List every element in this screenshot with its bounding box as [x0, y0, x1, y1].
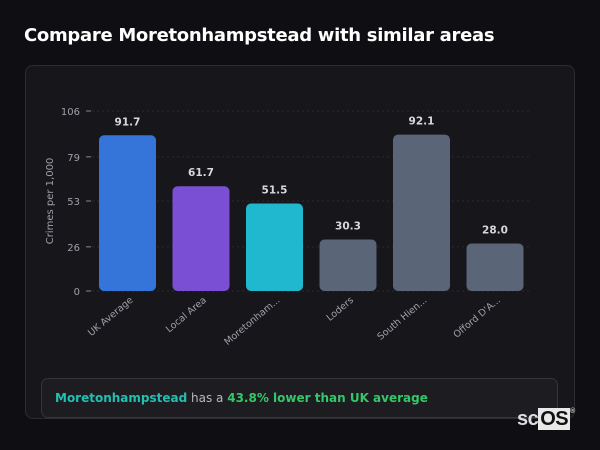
scos-logo: sc OS ® [517, 408, 575, 430]
x-tick-label: Loders [325, 295, 356, 324]
x-tick-label: Local Area [164, 295, 209, 335]
value-label: 92.1 [409, 116, 435, 128]
bar [466, 243, 524, 291]
value-label: 61.7 [188, 167, 214, 179]
summary-box: Moretonhampstead has a 43.8% lower than … [41, 378, 558, 418]
value-label: 91.7 [115, 116, 141, 128]
x-tick-label: Moretonham... [222, 295, 282, 348]
summary-stat: 43.8% lower than UK average [227, 391, 428, 405]
y-tick-label: 26 [67, 243, 80, 254]
x-tick-label: South Hien... [375, 295, 429, 343]
bar [99, 135, 156, 291]
bar [246, 203, 303, 291]
summary-connector: has a [187, 391, 228, 405]
y-tick-label: 79 [67, 153, 80, 164]
page-title: Compare Moretonhampstead with similar ar… [24, 25, 495, 46]
bar [172, 186, 230, 291]
bar [319, 239, 377, 291]
value-label: 28.0 [482, 224, 508, 236]
value-label: 51.5 [262, 185, 288, 197]
bar [393, 134, 450, 291]
y-tick-label: 106 [61, 107, 80, 118]
y-tick-label: 0 [74, 287, 80, 298]
y-tick-label: 53 [67, 197, 80, 208]
summary-area: Moretonhampstead [55, 391, 188, 405]
x-tick-label: UK Average [86, 295, 135, 339]
value-label: 30.3 [335, 221, 361, 233]
y-axis-label: Crimes per 1,000 [45, 158, 56, 245]
x-tick-label: Offord D'A... [451, 295, 502, 341]
